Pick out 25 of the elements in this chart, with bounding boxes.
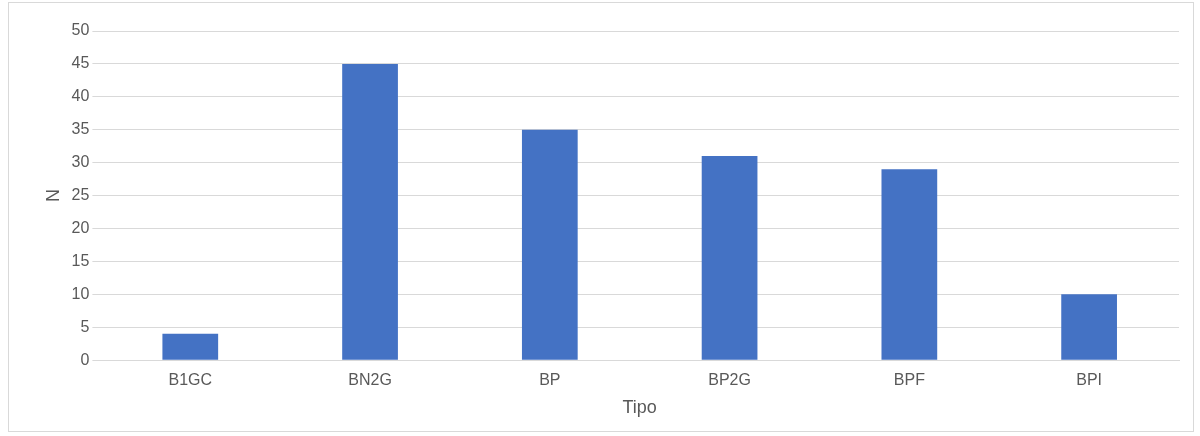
bar (1061, 294, 1117, 360)
x-tick-label: BP2G (708, 371, 751, 389)
bar (881, 169, 938, 360)
x-tick-label: B1GC (168, 371, 213, 389)
bar (342, 63, 398, 360)
y-tick-label: 40 (71, 87, 90, 105)
y-tick-label: 5 (80, 317, 90, 335)
y-tick-label: 10 (71, 284, 90, 302)
bar (162, 333, 219, 360)
x-tick-label: BN2G (348, 371, 392, 389)
y-tick-label: 20 (71, 218, 90, 236)
y-tick-label: 25 (71, 186, 90, 204)
bar (701, 156, 758, 360)
y-axis-title: N (42, 189, 63, 203)
y-tick-label: 50 (71, 21, 90, 39)
y-tick-label: 30 (71, 153, 90, 171)
y-tick-label: 15 (71, 251, 90, 269)
x-axis-title: Tipo (622, 397, 657, 418)
y-tick-label: 45 (71, 54, 90, 72)
y-tick-label: 35 (71, 120, 90, 138)
x-tick-label: BPF (893, 371, 926, 389)
bar (521, 129, 578, 360)
x-tick-label: BPI (1076, 371, 1103, 389)
y-tick-label: 0 (80, 350, 90, 368)
x-tick-label: BP (539, 371, 561, 389)
